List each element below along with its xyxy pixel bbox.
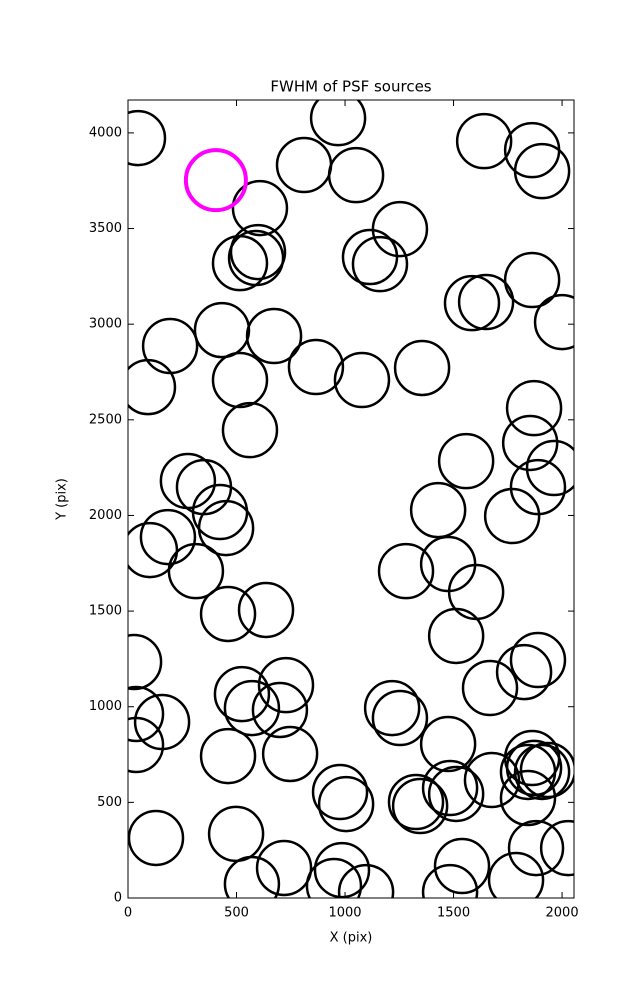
- source-circle: [167, 542, 225, 600]
- source-circle: [513, 743, 571, 801]
- x-tick-label: 1500: [437, 906, 470, 921]
- source-circle: [261, 725, 319, 783]
- source-circle: [223, 679, 281, 737]
- source-circle: [128, 633, 163, 691]
- source-circle: [393, 339, 451, 397]
- source-circle: [539, 819, 574, 877]
- source-circle: [313, 841, 371, 898]
- source-circle: [211, 234, 269, 292]
- source-circle: [128, 809, 185, 867]
- source-circle: [507, 819, 565, 877]
- y-tick-label: 500: [97, 795, 122, 810]
- x-tick-label: 500: [224, 906, 249, 921]
- source-circle: [455, 112, 513, 170]
- source-circle: [231, 179, 289, 237]
- source-circle: [128, 358, 177, 416]
- y-tick-label: 2500: [89, 412, 122, 427]
- source-circle: [391, 777, 449, 835]
- source-circle: [363, 679, 421, 737]
- x-tick-label: 2000: [546, 906, 579, 921]
- x-tick-label: 1000: [328, 906, 361, 921]
- y-axis-label: Y (pix): [55, 478, 70, 521]
- source-circle: [199, 585, 257, 643]
- source-circle: [421, 759, 479, 817]
- source-circle: [443, 274, 501, 332]
- source-circle: [309, 100, 367, 147]
- source-circle: [503, 251, 561, 309]
- source-circle: [183, 148, 248, 213]
- source-circle: [371, 689, 429, 747]
- source-circle: [193, 301, 251, 359]
- source-circle: [327, 146, 385, 204]
- source-circle: [351, 235, 409, 293]
- source-circle: [505, 739, 563, 797]
- source-circle: [409, 481, 467, 539]
- source-circle: [317, 775, 375, 833]
- source-circle: [419, 715, 477, 773]
- y-tick-label: 2000: [89, 508, 122, 523]
- source-circle: [421, 863, 479, 898]
- source-circle: [483, 487, 541, 545]
- source-circle: [461, 659, 519, 717]
- source-circle: [257, 656, 315, 714]
- source-circle: [245, 307, 303, 365]
- plot-frame: [127, 99, 575, 899]
- source-circle: [377, 542, 435, 600]
- source-circle: [223, 855, 281, 898]
- source-circle: [197, 499, 255, 557]
- source-circle: [525, 439, 574, 497]
- x-axis-label: X (pix): [330, 931, 373, 946]
- source-circle: [229, 223, 287, 281]
- source-circle: [128, 685, 165, 743]
- source-circle: [128, 716, 165, 774]
- source-circle: [333, 351, 391, 409]
- source-circle: [513, 142, 571, 200]
- source-circle: [251, 681, 309, 739]
- source-circle: [519, 741, 574, 799]
- source-circle: [237, 581, 295, 639]
- source-circle: [437, 432, 495, 490]
- source-circle: [341, 228, 399, 286]
- source-circle: [255, 839, 313, 897]
- source-circle: [457, 273, 515, 331]
- source-circle: [387, 773, 445, 831]
- source-circle: [213, 665, 271, 723]
- source-circle: [128, 109, 167, 167]
- source-circle: [128, 521, 179, 579]
- source-circle: [501, 414, 559, 472]
- source-circle: [199, 727, 257, 785]
- source-circle: [287, 338, 345, 396]
- y-tick-label: 3000: [89, 317, 122, 332]
- source-circle: [463, 751, 521, 809]
- source-circle: [495, 643, 553, 701]
- source-circle: [487, 851, 545, 898]
- source-circle: [433, 837, 491, 895]
- source-circle: [509, 631, 567, 689]
- y-tick-label: 4000: [89, 125, 122, 140]
- source-circle: [499, 769, 557, 827]
- source-circle: [505, 379, 563, 437]
- source-circle: [427, 765, 485, 823]
- y-tick-label: 3500: [89, 221, 122, 236]
- source-circle: [533, 293, 574, 351]
- y-tick-label: 1500: [89, 604, 122, 619]
- source-circle: [221, 401, 279, 459]
- source-circle: [305, 857, 363, 898]
- y-tick-label: 1000: [89, 699, 122, 714]
- chart-title: FWHM of PSF sources: [270, 78, 431, 96]
- source-circle: [139, 508, 197, 566]
- source-circle: [311, 763, 369, 821]
- source-circle: [499, 743, 557, 801]
- source-circle: [337, 863, 395, 898]
- y-tick-label: 0: [114, 891, 122, 906]
- source-circle: [211, 351, 269, 409]
- x-tick-label: 0: [124, 906, 132, 921]
- source-circle: [427, 607, 485, 665]
